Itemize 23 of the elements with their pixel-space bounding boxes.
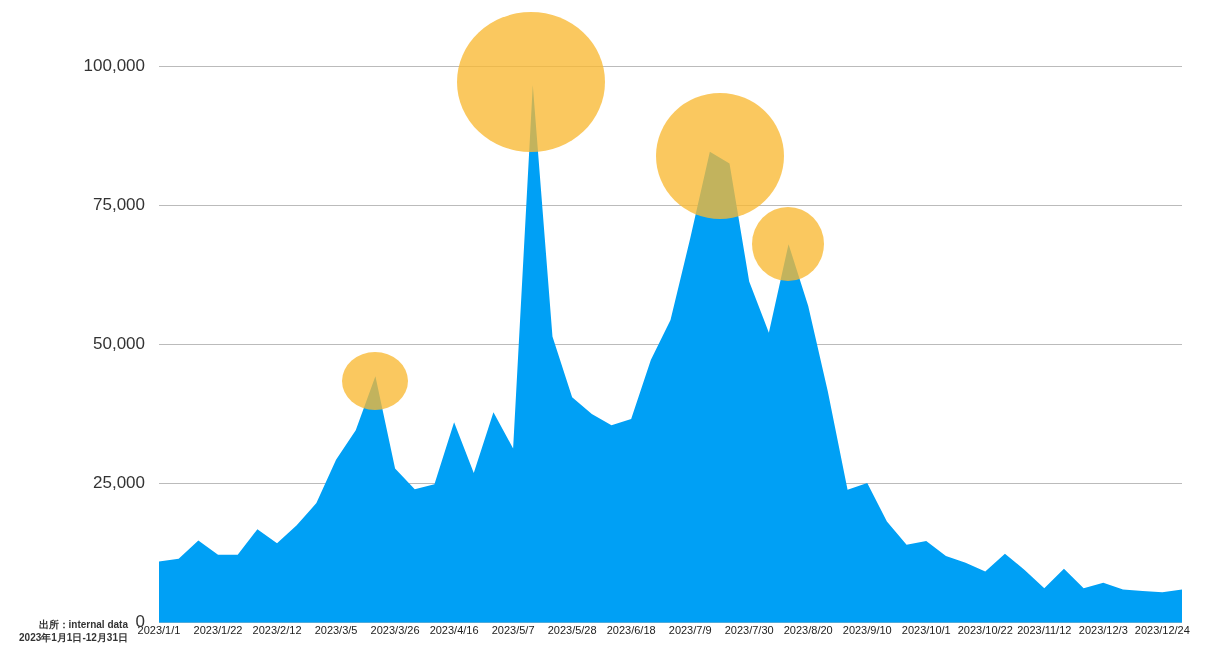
x-tick-label: 2023/5/7 [491,624,535,637]
x-tick-label: 2023/12/24 [1134,624,1190,637]
x-tick-label: 2023/5/28 [547,624,597,637]
x-tick-label: 2023/11/12 [1017,624,1072,637]
x-tick-label: 2023/7/30 [724,624,774,637]
x-tick-label: 2023/10/22 [957,624,1013,637]
x-tick-label: 2023/3/5 [314,624,358,637]
x-tick-label: 2023/4/16 [429,624,479,637]
y-tick-label: 75,000 [93,194,145,214]
x-tick-label: 2023/7/9 [668,624,712,637]
x-tick-label: 2023/3/26 [370,624,420,637]
text: 出所：internal data [37,618,128,631]
x-tick-label: 2023/6/18 [606,624,656,637]
x-tick-label: 2023/2/12 [252,624,302,637]
y-tick-label: 50,000 [93,334,145,354]
y-tick-label: 100,000 [83,55,145,75]
x-tick-label: 2023/12/3 [1078,624,1128,637]
x-tick-label: 2023/1/22 [193,624,243,637]
x-tick-label: 2023/9/10 [842,624,892,637]
x-tick-label: 2023/10/1 [901,624,951,637]
text: 2023年1月1日-12月31日 [18,631,128,644]
x-tick-label: 2023/8/20 [783,624,833,637]
y-tick-label: 25,000 [93,473,145,493]
